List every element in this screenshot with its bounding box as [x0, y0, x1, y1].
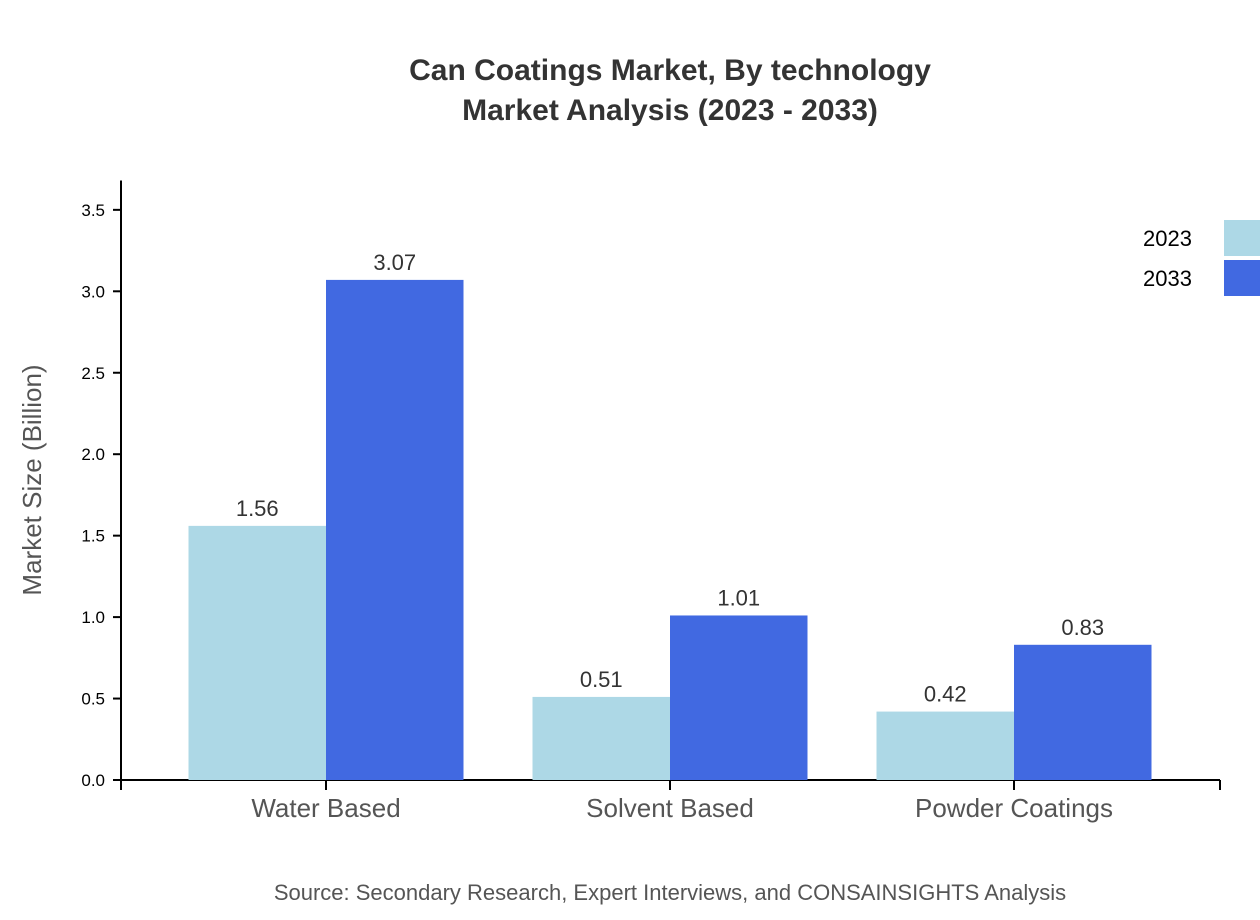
source-note: Source: Secondary Research, Expert Inter…	[274, 880, 1066, 905]
bar-2033	[670, 615, 808, 780]
x-tick-label: Solvent Based	[586, 793, 754, 823]
legend-swatch-2033	[1224, 260, 1260, 296]
y-tick-label: 2.5	[81, 364, 105, 383]
data-label: 1.01	[717, 585, 760, 610]
x-tick-label: Water Based	[251, 793, 400, 823]
y-axis-label: Market Size (Billion)	[17, 364, 47, 595]
x-tick-label: Powder Coatings	[915, 793, 1113, 823]
y-tick-label: 1.0	[81, 608, 105, 627]
y-tick-label: 1.5	[81, 527, 105, 546]
chart-subtitle: Market Analysis (2023 - 2033)	[462, 94, 878, 127]
data-label: 0.83	[1061, 615, 1104, 640]
bar-2023	[188, 525, 326, 780]
bar-2033	[1014, 644, 1152, 780]
legend-label: 2023	[1143, 226, 1192, 251]
legend-swatch-2023	[1224, 220, 1260, 256]
chart-title: Can Coatings Market, By technology	[409, 54, 931, 87]
data-label: 0.51	[580, 667, 623, 692]
data-label: 1.56	[236, 496, 279, 521]
data-label: 3.07	[373, 250, 416, 275]
data-label: 0.42	[924, 682, 967, 707]
y-tick-label: 3.0	[81, 282, 105, 301]
y-tick-label: 0.5	[81, 690, 105, 709]
y-tick-label: 2.0	[81, 445, 105, 464]
y-tick-label: 3.5	[81, 201, 105, 220]
bar-2023	[532, 696, 670, 780]
bar-2033	[326, 279, 464, 780]
legend-label: 2033	[1143, 266, 1192, 291]
y-tick-label: 0.0	[81, 771, 105, 790]
bar-2023	[876, 711, 1014, 780]
